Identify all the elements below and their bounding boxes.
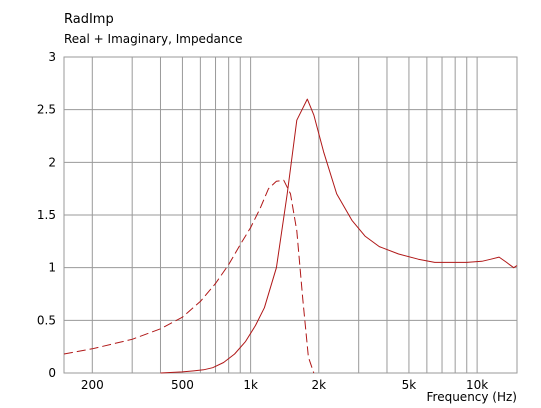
imaginary-series-line [63,179,315,374]
x-tick-label: 200 [81,378,104,392]
x-axis-label: Frequency (Hz) [427,390,518,404]
x-tick-label: 1k [243,378,258,392]
y-tick-label: 0 [48,366,56,380]
y-tick-label: 1 [48,261,56,275]
x-tick-label: 500 [171,378,194,392]
grid-lines [63,56,518,374]
y-tick-label: 3 [48,50,56,64]
y-tick-label: 2.5 [37,103,56,117]
x-tick-label: 10k [466,378,488,392]
plot-frame [63,56,518,374]
y-tick-label: 0.5 [37,313,56,327]
chart-title: RadImp [64,12,114,27]
y-tick-label: 1.5 [37,208,56,222]
chart-subtitle: Real + Imaginary, Impedance [64,32,243,46]
x-tick-label: 2k [312,378,327,392]
series-lines [63,98,518,374]
y-tick-label: 2 [48,155,56,169]
real-series-line [160,98,518,374]
tick-labels: 200 500 1k 2k 5k 10k 0 0.5 1 1.5 2 2.5 3 [37,50,488,392]
x-tick-label: 5k [402,378,417,392]
